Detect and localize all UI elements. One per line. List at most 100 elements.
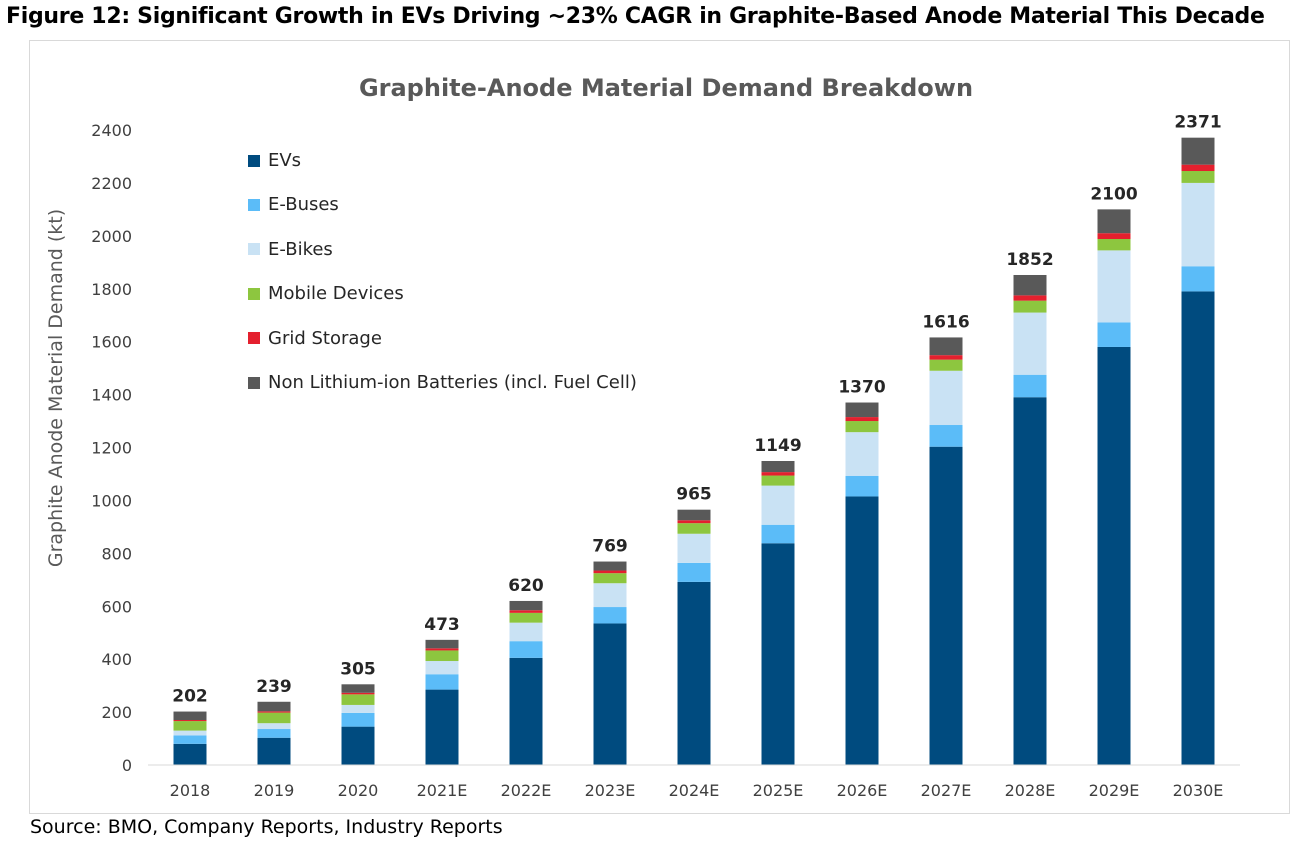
bar-segment-e-buses-2028e [1013, 374, 1047, 398]
total-label: 473 [424, 615, 460, 635]
legend-item: EVs [248, 150, 301, 171]
legend-label: EVs [268, 150, 302, 171]
bar-segment-e-buses-2019 [257, 729, 291, 738]
bar-segment-grid-storage-2018 [173, 720, 207, 722]
y-tick-label: 1800 [91, 280, 132, 299]
bar-segment-e-bikes-2018 [173, 730, 207, 736]
bar-segment-non-lithium-ion-batteries-incl-fuel-cell-2028e [1013, 274, 1047, 296]
bar-segment-non-lithium-ion-batteries-incl-fuel-cell-2029e [1097, 209, 1131, 234]
y-tick-label: 2400 [91, 121, 132, 140]
bar-segment-e-buses-2020 [341, 712, 375, 727]
bar-segment-evs-2025e [761, 543, 795, 765]
bar-segment-grid-storage-2021e [425, 648, 459, 651]
legend-item: Non Lithium-ion Batteries (incl. Fuel Ce… [248, 372, 637, 393]
total-label: 2371 [1174, 113, 1221, 133]
bar-segment-e-bikes-2026e [845, 432, 879, 476]
source-note: Source: BMO, Company Reports, Industry R… [30, 816, 503, 838]
legend-swatch [248, 243, 260, 256]
bar-segment-e-buses-2029e [1097, 322, 1131, 347]
bar-segment-e-buses-2021e [425, 674, 459, 690]
bar-segment-e-buses-2025e [761, 524, 795, 544]
bar-segment-grid-storage-2028e [1013, 295, 1047, 301]
bar-segment-non-lithium-ion-batteries-incl-fuel-cell-2021e [425, 639, 459, 649]
legend-swatch [248, 332, 260, 345]
bar-segment-e-buses-2023e [593, 607, 627, 624]
total-label: 620 [508, 576, 544, 596]
bar-segment-non-lithium-ion-batteries-incl-fuel-cell-2018 [173, 711, 207, 721]
bar-segment-e-bikes-2024e [677, 533, 711, 563]
bar-segment-mobile-devices-2025e [761, 475, 795, 486]
chart-title: Graphite-Anode Material Demand Breakdown [359, 74, 973, 102]
bar-segment-non-lithium-ion-batteries-incl-fuel-cell-2030e [1181, 137, 1215, 165]
bar-segment-e-bikes-2023e [593, 583, 627, 608]
legend-item: E-Buses [248, 194, 339, 215]
bar-segment-mobile-devices-2029e [1097, 239, 1131, 251]
bars [173, 137, 1215, 765]
bar-segment-e-bikes-2025e [761, 485, 795, 525]
total-label: 1370 [838, 378, 885, 398]
legend-item: Grid Storage [248, 328, 382, 349]
total-label: 202 [172, 687, 208, 707]
y-tick-label: 200 [101, 703, 132, 722]
x-tick-label: 2026E [837, 781, 888, 800]
total-label: 965 [676, 485, 712, 505]
y-axis-label: Graphite Anode Material Demand (kt) [45, 209, 67, 567]
bar-segment-e-buses-2026e [845, 475, 879, 497]
x-tick-label: 2022E [501, 781, 552, 800]
y-tick-label: 600 [101, 597, 132, 616]
bar-segment-mobile-devices-2028e [1013, 300, 1047, 313]
legend-item: E-Bikes [248, 239, 333, 260]
legend-item: Mobile Devices [248, 283, 404, 304]
y-tick-label: 800 [101, 544, 132, 563]
y-tick-label: 1400 [91, 386, 132, 405]
bar-segment-mobile-devices-2021e [425, 650, 459, 662]
legend-label: Mobile Devices [268, 283, 404, 305]
bar-segment-mobile-devices-2019 [257, 712, 291, 724]
bar-segment-evs-2028e [1013, 397, 1047, 765]
y-tick-label: 400 [101, 650, 132, 669]
bar-segment-evs-2027e [929, 446, 963, 765]
bar-segment-evs-2018 [173, 743, 207, 765]
bar-segment-grid-storage-2024e [677, 520, 711, 524]
bar-segment-e-buses-2030e [1181, 266, 1215, 292]
bar-segment-evs-2019 [257, 737, 291, 765]
bar-segment-mobile-devices-2023e [593, 573, 627, 584]
chart-frame [29, 40, 1290, 814]
legend-swatch [248, 198, 260, 211]
bar-segment-evs-2022e [509, 657, 543, 765]
y-axis-ticks: 0 200 400 600 800 1000 1200 1400 1600 1800 2000 220… [91, 121, 132, 775]
y-tick-label: 1600 [91, 333, 132, 352]
bar-segment-mobile-devices-2024e [677, 523, 711, 534]
bar-segment-non-lithium-ion-batteries-incl-fuel-cell-2024e [677, 509, 711, 521]
bar-segment-e-buses-2024e [677, 562, 711, 582]
bar-segment-non-lithium-ion-batteries-incl-fuel-cell-2019 [257, 701, 291, 712]
bar-segment-non-lithium-ion-batteries-incl-fuel-cell-2023e [593, 561, 627, 571]
x-tick-label: 2029E [1089, 781, 1140, 800]
bar-segment-e-buses-2018 [173, 735, 207, 744]
legend-swatch [248, 376, 260, 389]
bar-segment-mobile-devices-2026e [845, 421, 879, 433]
bar-segment-mobile-devices-2022e [509, 612, 543, 623]
total-label: 1149 [754, 436, 801, 456]
y-tick-label: 2000 [91, 227, 132, 246]
legend-swatch [248, 287, 260, 300]
total-label: 1852 [1006, 250, 1053, 270]
total-label: 305 [340, 659, 376, 679]
bar-segment-e-buses-2022e [509, 641, 543, 658]
bar-segment-evs-2029e [1097, 346, 1131, 765]
bar-segment-evs-2024e [677, 581, 711, 765]
bar-segment-mobile-devices-2027e [929, 359, 963, 371]
bar-segment-grid-storage-2020 [341, 692, 375, 695]
bar-segment-non-lithium-ion-batteries-incl-fuel-cell-2025e [761, 460, 795, 473]
figure-title: Figure 12: Significant Growth in EVs Dri… [6, 4, 1265, 29]
total-labels: 202 239 305 473 620 769 965 1149 1370 1616 1852 210… [172, 113, 1221, 707]
x-tick-label: 2019 [254, 781, 295, 800]
y-tick-label: 1000 [91, 491, 132, 510]
bar-segment-non-lithium-ion-batteries-incl-fuel-cell-2022e [509, 600, 543, 611]
legend-label: Non Lithium-ion Batteries (incl. Fuel Ce… [268, 372, 637, 393]
total-label: 769 [592, 537, 628, 557]
x-tick-label: 2021E [417, 781, 468, 800]
bar-segment-e-bikes-2020 [341, 704, 375, 713]
y-tick-label: 0 [122, 756, 132, 775]
legend-label: E-Buses [268, 194, 339, 216]
